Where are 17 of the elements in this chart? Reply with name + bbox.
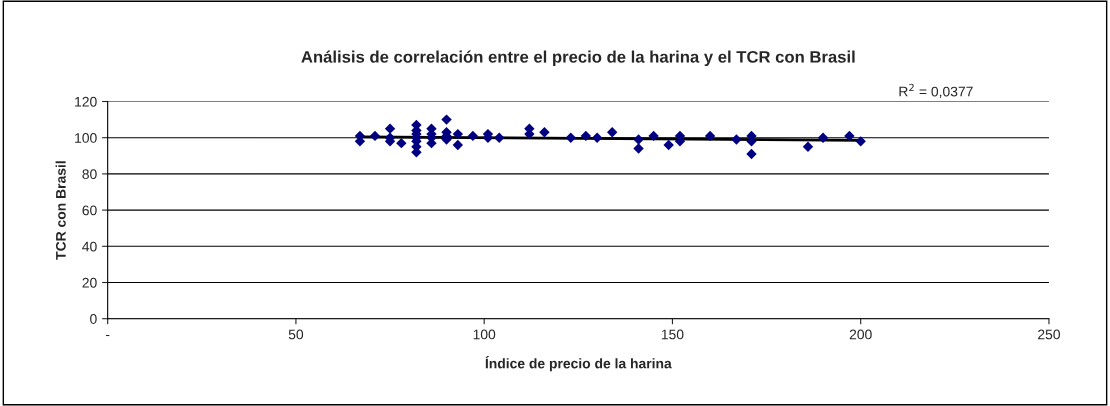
y-tick-label: 80 (82, 169, 97, 180)
y-tick-label: 60 (82, 205, 97, 216)
x-tick-label: - (105, 334, 110, 337)
x-tick-label: 100 (473, 329, 496, 340)
y-tick-label: 100 (75, 133, 97, 143)
x-axis-title: Índice de precio de la harina (485, 355, 672, 372)
chart-title: Análisis de correlación entre el precio de la harina y el TCR con Brasil (301, 50, 855, 67)
x-tick-label: 200 (849, 329, 872, 340)
y-tick-label: 120 (75, 96, 97, 107)
y-tick-label: 0 (90, 314, 97, 324)
x-tick-label: 150 (661, 329, 684, 340)
y-axis-title: TCR con Brasil (55, 161, 66, 260)
y-tick-label: 20 (82, 277, 97, 288)
x-tick-label: 250 (1038, 329, 1060, 340)
y-tick-label: 40 (82, 241, 97, 252)
x-tick-label: 50 (288, 329, 304, 340)
text: R$^{2}$ = 0,0377 (899, 83, 973, 99)
